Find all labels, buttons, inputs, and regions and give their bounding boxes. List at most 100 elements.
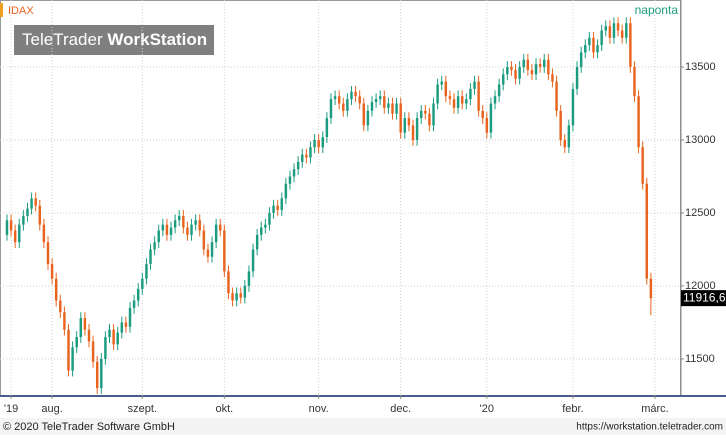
candle-body [22, 215, 25, 225]
candle-body [419, 110, 423, 119]
x-tick-label: szept. [128, 403, 157, 415]
candle-body [100, 358, 103, 389]
candle-body [608, 26, 612, 38]
candle-body [432, 103, 435, 126]
candle-body [91, 341, 95, 362]
candle-body [268, 212, 271, 225]
candle-body [292, 169, 296, 177]
candle-body [387, 103, 390, 108]
candle-body [157, 230, 160, 243]
candle-body [633, 67, 636, 97]
candle-body [374, 99, 378, 103]
candle-body [555, 81, 558, 111]
candle-body [264, 224, 267, 228]
candle-body [288, 176, 292, 184]
candle-body [198, 220, 201, 231]
candle-body [59, 300, 62, 313]
candle-body [518, 67, 521, 79]
x-tick-label: '20 [480, 403, 494, 415]
candle-body [235, 293, 238, 301]
candle-body [321, 137, 325, 148]
candle-body [559, 110, 562, 140]
candle-body [588, 37, 591, 46]
candle-body [604, 26, 607, 31]
candle-body [202, 230, 206, 250]
candle-body [26, 208, 29, 216]
candle-body [120, 322, 124, 333]
x-tick-label: dec. [390, 403, 411, 415]
candle-body [301, 154, 304, 162]
watermark-box [14, 25, 214, 55]
candle-body [231, 293, 234, 301]
y-tick-label: 13000 [685, 134, 716, 146]
candle-body [227, 271, 230, 294]
candle-body [247, 271, 251, 286]
candle-body [383, 96, 386, 108]
candle-body [592, 37, 595, 53]
x-tick-label: márc. [641, 403, 669, 415]
candle-body [346, 99, 349, 111]
candle-body [415, 118, 419, 140]
candle-body [79, 318, 83, 338]
candle-body [497, 84, 501, 97]
candle-body [596, 45, 599, 53]
candle-body [272, 205, 275, 213]
candle-body [210, 242, 214, 257]
candle-body [485, 118, 489, 133]
candle-body [333, 96, 337, 100]
candle-body [255, 234, 259, 250]
candle-body [370, 102, 374, 111]
candle-body [95, 361, 99, 389]
candle-body [616, 23, 620, 31]
candle-body [649, 278, 653, 299]
candle-body [584, 45, 587, 53]
candle-body [46, 242, 50, 265]
candle-body [325, 118, 329, 138]
candle-body [612, 23, 616, 38]
candle-body [173, 220, 177, 228]
candle-body [571, 88, 575, 126]
candle-body [13, 230, 17, 243]
last-price-label: 11916,6 [683, 290, 726, 304]
candle-body [63, 312, 66, 330]
candle-body [637, 96, 640, 148]
candle-body [219, 224, 222, 231]
candle-body [399, 103, 402, 133]
candle-body [575, 67, 579, 89]
candle-body [75, 337, 78, 348]
candle-body [563, 139, 566, 148]
candle-body [223, 230, 226, 272]
candle-body [428, 113, 431, 126]
candle-body [284, 183, 288, 199]
symbol: IDAX [8, 5, 34, 17]
candle-body [83, 318, 87, 330]
candle-body [629, 23, 632, 68]
candle-body [620, 30, 624, 38]
candle-body [5, 220, 9, 235]
candle-body [436, 84, 439, 104]
candle-body [543, 59, 546, 68]
footer-right: https://workstation.teletrader.com [576, 422, 723, 433]
candle-body [132, 300, 136, 308]
candle-body [30, 198, 33, 209]
y-tick-label: 11500 [685, 353, 715, 365]
candle-body [145, 264, 148, 279]
footer-bar [0, 418, 726, 435]
candle-body [169, 227, 173, 235]
candle-body [128, 307, 132, 327]
candle-body [395, 103, 398, 114]
candle-body [108, 329, 111, 338]
candle-body [87, 329, 91, 342]
candle-body [141, 278, 144, 289]
y-tick-label: 13500 [685, 61, 716, 73]
candle-body [350, 91, 353, 100]
candle-body [460, 96, 464, 104]
candle-body [641, 147, 644, 184]
candle-body [296, 161, 300, 170]
candle-body [54, 278, 58, 301]
period: naponta [635, 3, 679, 17]
candle-body [411, 125, 415, 140]
x-tick-label: aug. [41, 403, 62, 415]
symbol-marker [0, 3, 3, 17]
